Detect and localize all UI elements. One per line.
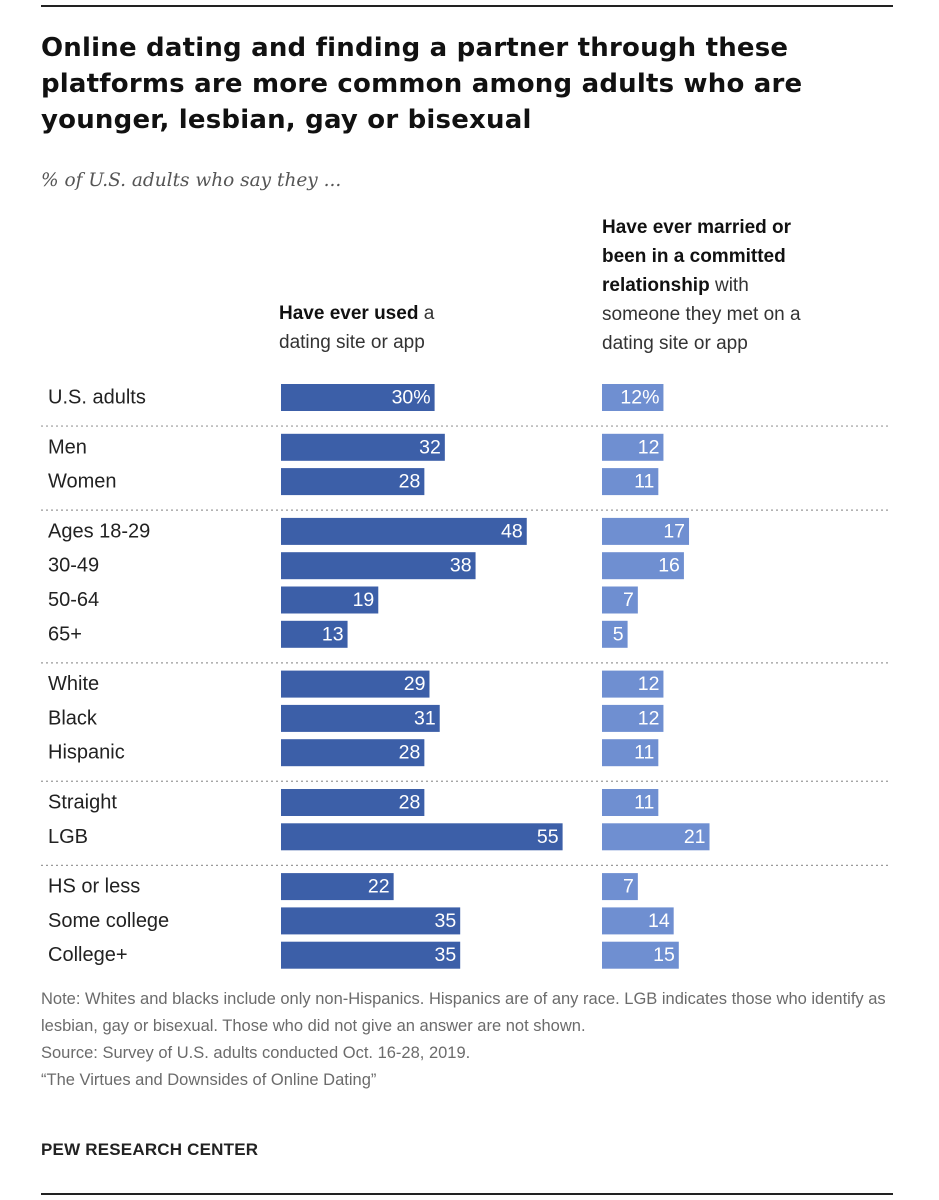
category-label: Straight [48, 792, 117, 814]
data-label-married: 15 [653, 944, 675, 966]
category-label: Ages 18-29 [48, 520, 150, 542]
data-label-married: 5 [613, 623, 624, 645]
bar-used [281, 433, 445, 461]
notes-block: Note: Whites and blacks include only non… [41, 986, 901, 1094]
data-label-married: 21 [684, 826, 706, 848]
category-label: 50-64 [48, 589, 99, 611]
data-label-used: 38 [450, 555, 472, 577]
bar-married [602, 384, 664, 411]
bar-used [281, 873, 394, 901]
data-label-used: 19 [353, 589, 375, 611]
chart-title: Online dating and finding a partner thro… [41, 33, 803, 135]
data-label-used: 48 [501, 520, 523, 542]
column-header-used-rest: a [418, 303, 435, 324]
category-label: 30-49 [48, 555, 99, 577]
column-header-used-line2: dating site or app [279, 332, 425, 353]
bar-chart: U.S. adults 30% 12% Men 32 12 Women 28 11 Ages 18… [41, 384, 890, 969]
bar-used [281, 586, 379, 614]
bar-married [602, 907, 674, 935]
bar-married [602, 739, 659, 767]
data-label-married: 7 [623, 589, 634, 611]
column-header-married-rest-3: with [709, 275, 749, 296]
bar-used [281, 620, 348, 648]
data-label-married: 14 [648, 910, 670, 932]
bar-used [281, 789, 425, 816]
category-label: College+ [48, 944, 128, 966]
bar-used [281, 552, 476, 580]
bar-used [281, 384, 435, 411]
category-label: White [48, 673, 99, 695]
category-label: Black [48, 707, 98, 729]
bar-used [281, 517, 527, 545]
bar-used [281, 739, 425, 767]
bar-used [281, 704, 440, 732]
data-label-used: 28 [399, 792, 421, 814]
data-label-used: 28 [399, 742, 421, 764]
data-label-married: 17 [663, 520, 685, 542]
bar-married [602, 433, 664, 461]
bar-used [281, 941, 461, 969]
data-label-used: 32 [419, 436, 441, 458]
data-label-married: 12% [620, 387, 659, 409]
bar-married [602, 552, 684, 580]
column-header-used: Have ever used a dating site or app [279, 299, 434, 357]
data-label-used: 13 [322, 623, 344, 645]
column-header-married-bold-2: been in a committed [602, 246, 786, 267]
note-text: Note: Whites and blacks include only non… [41, 990, 886, 1035]
bar-married [602, 586, 638, 614]
data-label-used: 30% [392, 387, 431, 409]
bar-married [602, 704, 664, 732]
bar-married [602, 873, 638, 901]
data-label-used: 29 [404, 673, 426, 695]
data-label-married: 11 [634, 742, 654, 764]
source-text: Source: Survey of U.S. adults conducted … [41, 1044, 471, 1062]
bar-married [602, 670, 664, 698]
category-label: HS or less [48, 876, 140, 898]
column-header-married-line4: someone they met on a [602, 304, 801, 325]
data-label-used: 35 [434, 944, 456, 966]
column-header-married-bold-3: relationship [602, 275, 710, 296]
data-label-used: 35 [434, 910, 456, 932]
data-label-married: 12 [638, 707, 660, 729]
report-title: “The Virtues and Downsides of Online Dat… [41, 1071, 377, 1089]
bar-used [281, 468, 425, 496]
category-label: 65+ [48, 623, 82, 645]
bar-married [602, 620, 628, 648]
data-label-married: 11 [634, 792, 654, 814]
data-label-used: 22 [368, 876, 390, 898]
category-label: LGB [48, 826, 88, 848]
column-header-married-bold-1: Have ever married or [602, 217, 792, 238]
category-label: Hispanic [48, 742, 125, 764]
bar-married [602, 517, 690, 545]
top-rule [41, 5, 893, 7]
data-label-married: 12 [638, 436, 660, 458]
bar-married [602, 468, 659, 496]
bar-used [281, 823, 563, 851]
data-label-used: 28 [399, 471, 421, 493]
data-label-used: 55 [537, 826, 559, 848]
column-header-married-line5: dating site or app [602, 333, 748, 354]
data-label-used: 31 [414, 707, 436, 729]
data-label-married: 7 [623, 876, 634, 898]
chart-subtitle: % of U.S. adults who say they ... [41, 170, 342, 191]
data-label-married: 16 [658, 555, 680, 577]
bottom-rule [41, 1193, 893, 1195]
category-label: Some college [48, 910, 169, 932]
bar-married [602, 823, 710, 851]
bar-married [602, 789, 659, 816]
bar-used [281, 670, 430, 698]
category-label: U.S. adults [48, 387, 146, 409]
bar-used [281, 907, 461, 935]
bar-married [602, 941, 679, 969]
category-label: Women [48, 471, 117, 493]
data-label-married: 12 [638, 673, 660, 695]
column-header-used-bold: Have ever used [279, 303, 419, 324]
data-label-married: 11 [634, 471, 654, 493]
brand-name: PEW RESEARCH CENTER [41, 1140, 259, 1159]
category-label: Men [48, 436, 87, 458]
column-header-married: Have ever married or been in a committed… [602, 213, 801, 358]
